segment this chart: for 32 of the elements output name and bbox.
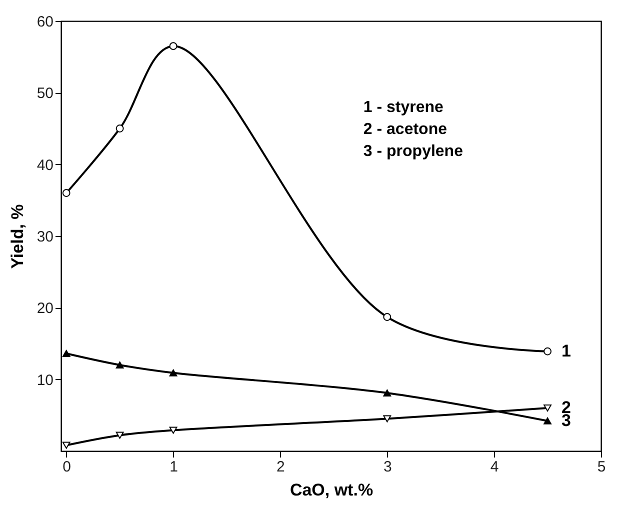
x-tick-label: 0: [62, 458, 72, 476]
point: [544, 404, 552, 412]
point: [62, 189, 70, 197]
annotation: 1 - styrene: [363, 99, 444, 116]
y-tick-label: 50: [36, 85, 54, 102]
point: [383, 389, 392, 396]
y-tick-label: 20: [36, 300, 54, 318]
point: [169, 426, 178, 434]
y-axis-title: Yield, %: [8, 204, 27, 269]
point: [544, 417, 552, 424]
y-tick-label: 30: [36, 228, 54, 246]
annotation: 3 - propylene: [363, 143, 464, 160]
point: [116, 432, 124, 439]
point: [383, 415, 392, 422]
point: [116, 124, 124, 132]
x-tick-label: 4: [490, 458, 499, 476]
point: [544, 347, 552, 356]
point: [169, 369, 178, 376]
x-tick-label: 1: [170, 458, 178, 476]
x-tick-label: 3: [383, 458, 392, 476]
point: [383, 313, 392, 321]
x-tick-label: 2: [276, 458, 285, 476]
series-label: 1: [562, 341, 572, 360]
annotation: 2 - acetone: [363, 121, 448, 138]
y-tick-label: 10: [36, 372, 54, 389]
y-tick-label: 40: [36, 156, 54, 174]
x-tick-label: 5: [597, 458, 606, 476]
x-axis-title: CaO, wt.%: [290, 480, 374, 500]
point: [116, 362, 124, 368]
point: [62, 350, 70, 358]
point: [169, 42, 178, 50]
y-tick-label: 60: [36, 14, 54, 30]
